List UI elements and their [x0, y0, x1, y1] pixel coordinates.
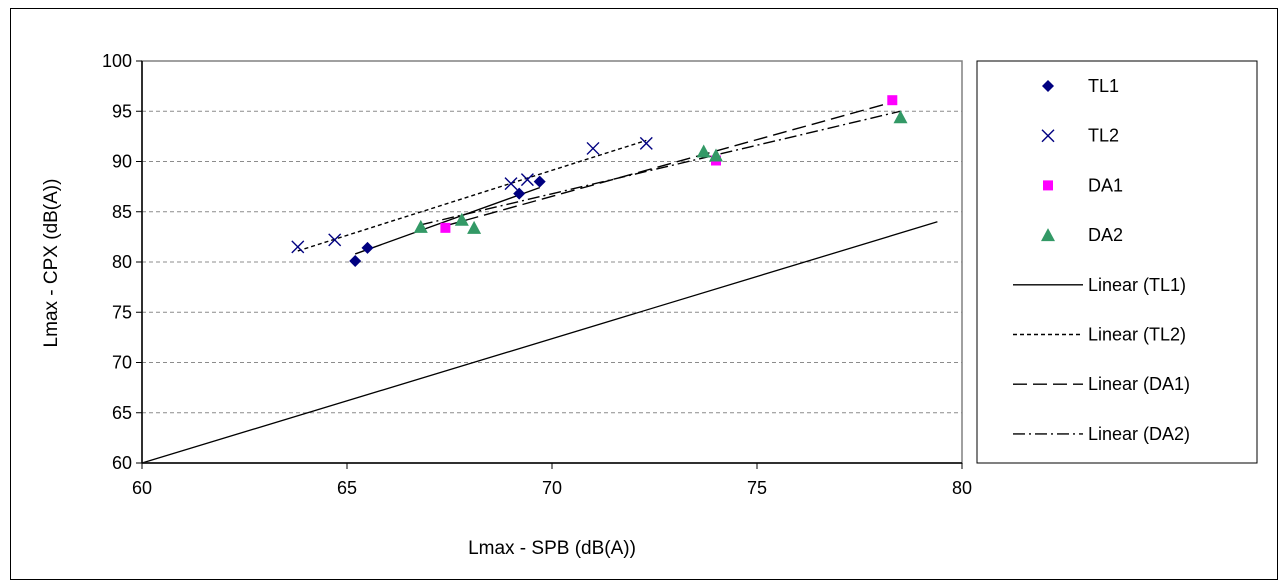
data-point-tl1 — [349, 254, 362, 267]
x-marker-stroke — [328, 233, 342, 247]
x-marker-stroke — [586, 141, 600, 155]
trendline — [420, 110, 901, 226]
x-tick-label: 60 — [132, 478, 152, 498]
data-point-da2 — [893, 110, 908, 124]
legend-box — [976, 60, 1258, 464]
legend-label: Linear (DA1) — [1088, 374, 1190, 394]
legend-label: DA1 — [1088, 175, 1123, 195]
y-tick-label: 85 — [112, 202, 132, 222]
legend-label: DA2 — [1088, 225, 1123, 245]
legend-label: Linear (DA2) — [1088, 424, 1190, 444]
data-point-da1 — [1043, 180, 1053, 191]
data-point-da1 — [887, 95, 898, 106]
y-tick-label: 65 — [112, 403, 132, 423]
reference-line — [141, 221, 938, 464]
data-point-tl2 — [586, 141, 600, 155]
y-axis-title: Lmax - CPX (dB(A)) — [41, 179, 62, 348]
data-point-da2 — [696, 144, 711, 158]
x-tick-label: 70 — [542, 478, 562, 498]
trendline — [354, 186, 540, 255]
trendline — [297, 139, 647, 252]
data-point-da2 — [413, 219, 428, 233]
y-tick-label: 100 — [102, 51, 132, 71]
data-point-da2 — [467, 220, 482, 234]
data-point-tl1 — [533, 175, 546, 188]
y-tick-label: 70 — [112, 353, 132, 373]
x-marker-stroke — [1041, 129, 1055, 143]
data-point-tl2 — [639, 136, 653, 150]
x-axis-title: Lmax - SPB (dB(A)) — [468, 538, 636, 559]
data-point-tl2 — [291, 240, 305, 254]
x-tick-label: 65 — [337, 478, 357, 498]
legend-label: Linear (TL1) — [1088, 275, 1186, 295]
y-tick-label: 90 — [112, 152, 132, 172]
data-point-da2 — [709, 148, 723, 162]
data-point-tl2 — [520, 173, 534, 187]
legend-label: TL2 — [1088, 126, 1119, 146]
x-marker-stroke — [291, 240, 305, 254]
y-tick-label: 75 — [112, 302, 132, 322]
x-marker-stroke — [504, 177, 518, 191]
trendline — [445, 101, 893, 227]
x-tick-label: 75 — [747, 478, 767, 498]
data-point-da1 — [440, 222, 451, 233]
x-marker-stroke — [639, 136, 653, 150]
data-point-da2 — [454, 212, 469, 226]
legend-label: Linear (TL2) — [1088, 325, 1186, 345]
data-point-tl2 — [328, 233, 342, 247]
data-point-tl2 — [1041, 129, 1055, 143]
x-marker-stroke — [520, 173, 534, 187]
y-tick-label: 80 — [112, 252, 132, 272]
data-point-tl1 — [1042, 80, 1054, 92]
data-point-tl1 — [513, 187, 526, 200]
y-tick-label: 95 — [112, 101, 132, 121]
legend-label: TL1 — [1088, 76, 1119, 96]
data-point-da2 — [1041, 228, 1055, 242]
data-point-tl2 — [504, 177, 518, 191]
y-tick-label: 60 — [112, 453, 132, 473]
data-point-tl1 — [361, 241, 374, 254]
x-tick-label: 80 — [952, 478, 972, 498]
